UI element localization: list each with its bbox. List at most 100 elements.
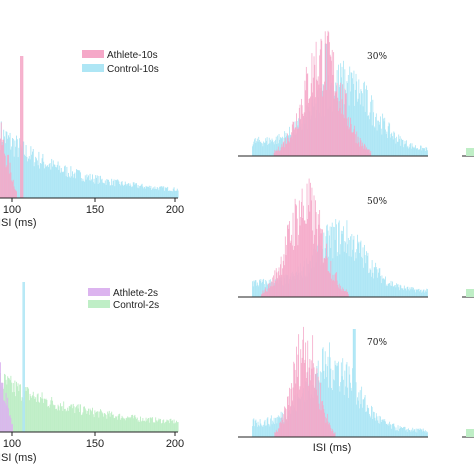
histogram-bar [361,256,363,297]
histogram-bar [104,413,106,432]
histogram-bar [322,96,323,156]
histogram-bar [84,406,85,432]
histogram-bar [381,419,383,437]
histogram-bar [324,416,326,437]
histogram-bar [59,410,61,432]
histogram-bar [175,422,177,432]
histogram-bar [255,142,257,156]
histogram-bar [321,229,323,297]
histogram-bar [170,190,172,198]
histogram-bar [352,83,354,156]
histogram-bar [343,60,344,157]
histogram-bar [367,115,369,156]
histogram-bar [317,214,319,297]
histogram-bar [94,410,96,432]
histogram-bar [410,429,412,437]
histogram-bar [340,113,342,156]
histogram-bar [339,288,341,297]
histogram-bar [259,139,260,156]
histogram-bar [263,424,265,437]
histogram-bar [408,148,409,156]
histogram-bar [10,375,12,432]
histogram-bar [273,142,274,156]
histogram-bar [329,235,330,297]
histogram-bar [135,417,137,432]
histogram-bar [301,201,302,297]
histogram-bar [305,378,307,437]
histogram-bar [397,425,399,437]
histogram-bar [427,289,428,297]
histogram-bar [325,422,327,437]
histogram-bar [407,145,409,156]
histogram-bar [331,428,333,437]
histogram-bar [373,267,375,297]
histogram-bar [57,404,59,432]
histogram-bar [100,175,101,198]
histogram-bar [18,147,20,198]
ticks-top-left [11,198,176,202]
histogram-bar [407,286,409,297]
histogram-bar [347,291,349,297]
histogram-bar [383,121,385,156]
histogram-bar [153,189,155,198]
histogram-bar [351,234,353,297]
histogram-bar [421,292,423,297]
histogram-bar [319,49,321,156]
histogram-bar [263,141,265,156]
histogram-bar [286,143,288,156]
histogram-bar [148,187,149,198]
histogram-bar [112,414,114,432]
histogram-bar [70,166,72,198]
histogram-bar [312,243,314,297]
histogram-bar [422,428,424,437]
histogram-bar [426,147,428,156]
histogram-bar [357,397,358,437]
histogram-bar [23,141,25,198]
histogram-bar [413,430,414,437]
histogram-bar [48,167,49,198]
histogram-bar [169,190,171,198]
histogram-bar [361,258,363,297]
histogram-bar [369,415,371,437]
histogram-bar [255,419,257,437]
histogram-bar [338,361,339,437]
histogram-bar [408,290,410,297]
histogram-bar [350,236,351,297]
histogram-bar [398,134,400,156]
histogram-bar [366,90,368,156]
histogram-bar [353,129,355,156]
histogram-bar [260,279,262,297]
histogram-bar [359,242,361,297]
histogram-bar [112,180,114,198]
histogram-bar [416,289,418,297]
histogram-bar [16,386,18,432]
histogram-bar [410,287,412,297]
histogram-bar [166,419,168,432]
histogram-bar [173,419,175,432]
histogram-bar [403,144,405,156]
histogram-bar [126,185,128,198]
histogram-bar [347,117,349,156]
histogram-bar [359,93,360,156]
histogram-bar [325,364,327,437]
histogram-bar [328,387,330,437]
histogram-bar [320,382,322,437]
histogram-bar [331,278,332,297]
histogram-bar [31,154,33,198]
histogram-bar [8,377,9,432]
histogram-bar [265,138,267,156]
histogram-bar [61,171,63,198]
histogram-bar [259,419,261,437]
histogram-bar [261,294,262,297]
histogram-bar [358,241,360,297]
histogram-bar [78,170,80,198]
histogram-bar [303,205,304,297]
histogram-bar [95,412,97,432]
histogram-bar [167,186,169,198]
histogram-bar [333,380,335,437]
histogram-bar [361,407,363,437]
histogram-bar [422,147,423,156]
histogram-bar [339,254,341,297]
histogram-bar [396,136,398,156]
histogram-bar [368,149,370,156]
